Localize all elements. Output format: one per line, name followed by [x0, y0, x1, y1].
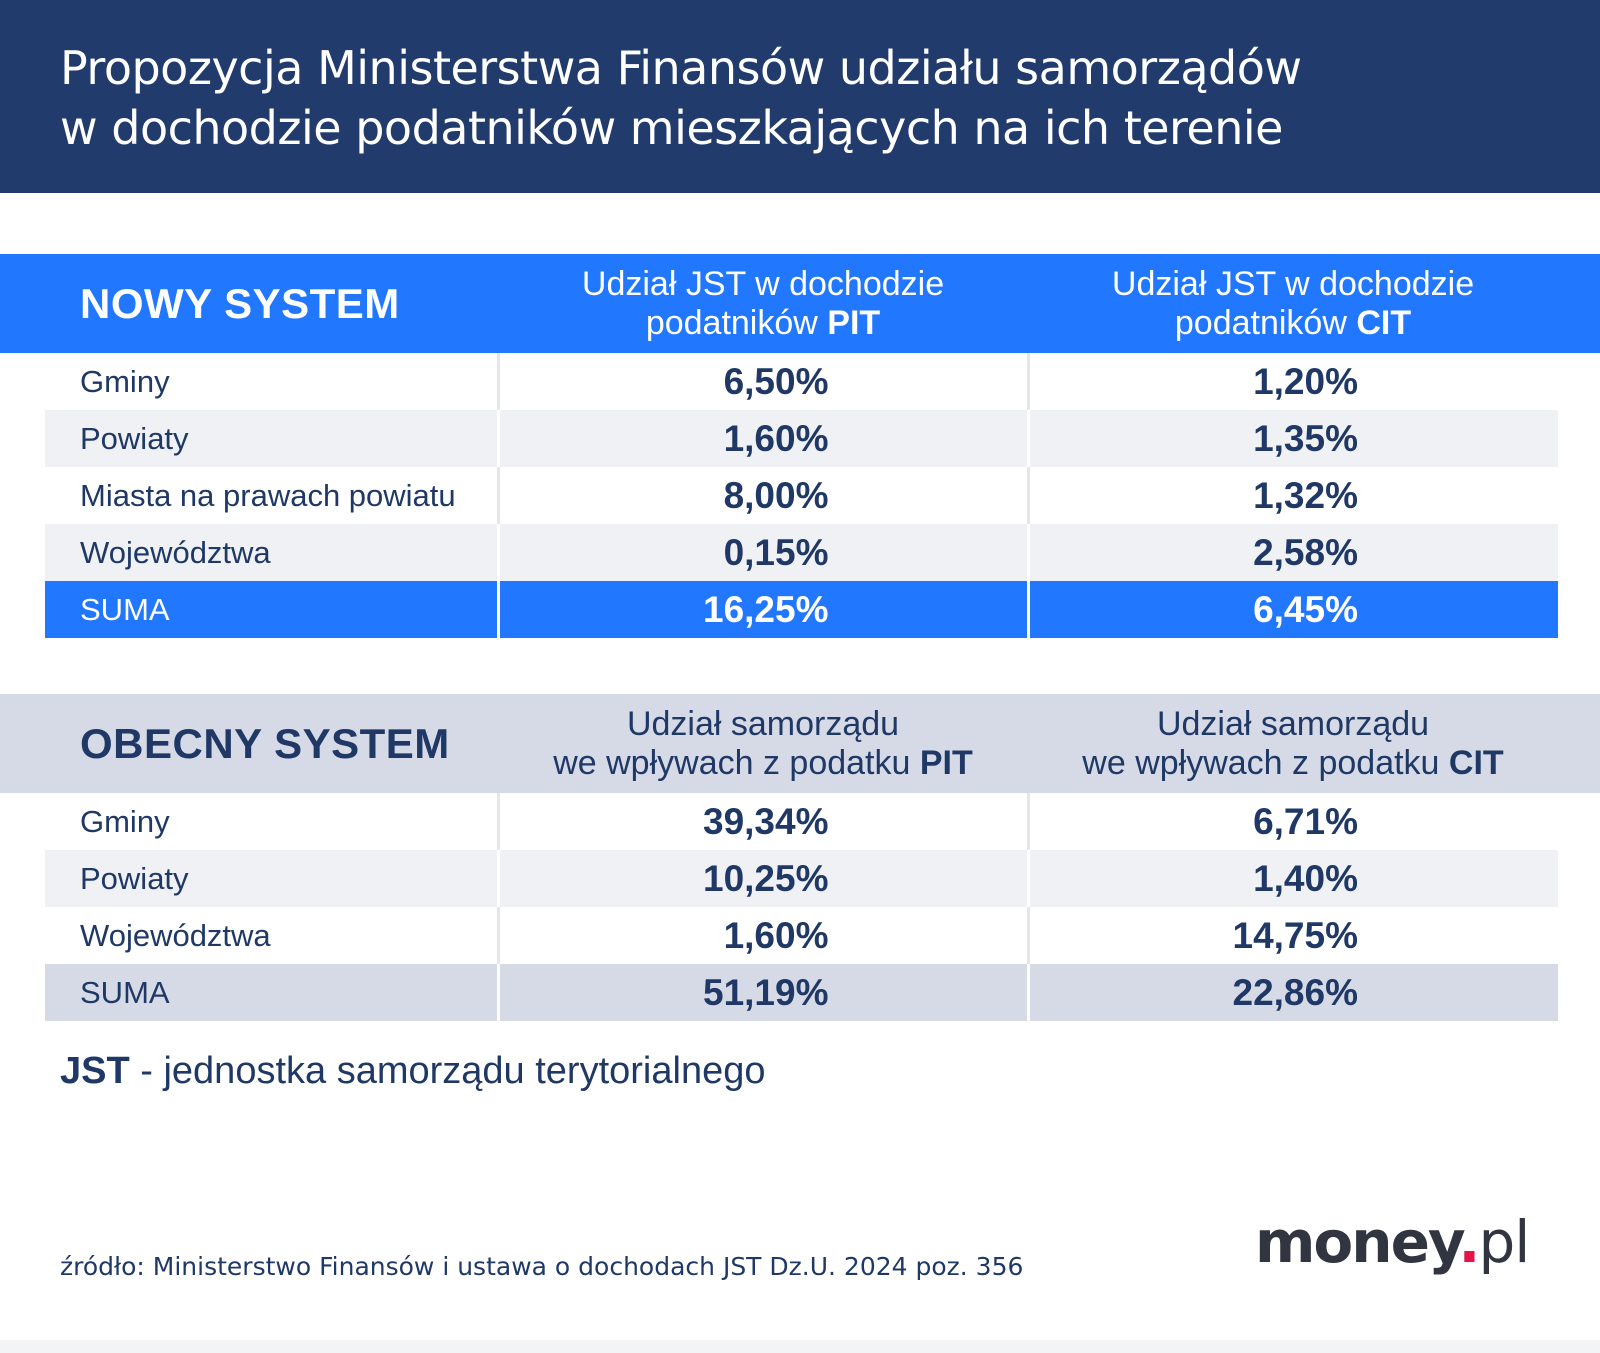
cit-value: 1,32% — [1026, 467, 1558, 524]
new-system-pit-header: Udział JST w dochodzie podatników PIT — [498, 254, 1028, 353]
pit-value: 6,50% — [496, 353, 1028, 410]
page-title: Propozycja Ministerstwa Finansów udziału… — [60, 38, 1560, 158]
current-system-label: OBECNY SYSTEM — [45, 694, 498, 793]
table-row: Powiaty 10,25% 1,40% — [0, 850, 1600, 907]
table-row: Województwa 1,60% 14,75% — [0, 907, 1600, 964]
new-system-label: NOWY SYSTEM — [45, 254, 498, 353]
jst-footnote: JST - jednostka samorządu terytorialnego — [60, 1050, 765, 1093]
cit-value: 2,58% — [1026, 524, 1558, 581]
current-system-header-row: OBECNY SYSTEM Udział samorządu we wpływa… — [0, 694, 1600, 793]
cit-value: 1,20% — [1026, 353, 1558, 410]
pit-value: 10,25% — [496, 850, 1028, 907]
current-system-table: OBECNY SYSTEM Udział samorządu we wpływa… — [0, 694, 1600, 1021]
table-row: Województwa 0,15% 2,58% — [0, 524, 1600, 581]
cit-value: 1,35% — [1026, 410, 1558, 467]
jst-definition: - jednostka samorządu terytorialnego — [129, 1050, 766, 1092]
row-name: Gminy — [80, 363, 170, 399]
row-name: Województwa — [80, 917, 271, 953]
row-name: Województwa — [45, 524, 498, 581]
row-name: Powiaty — [45, 410, 498, 467]
table-row: Miasta na prawach powiatu 8,00% 1,32% — [0, 467, 1600, 524]
row-name: SUMA — [45, 964, 498, 1021]
pit-value: 39,34% — [496, 793, 1028, 850]
pit-value: 51,19% — [496, 964, 1028, 1021]
cit-value: 22,86% — [1026, 964, 1558, 1021]
table-row: Powiaty 1,60% 1,35% — [0, 410, 1600, 467]
pit-value: 0,15% — [496, 524, 1028, 581]
row-name: Miasta na prawach powiatu — [80, 477, 456, 513]
table-row: Gminy 39,34% 6,71% — [0, 793, 1600, 850]
pit-value: 1,60% — [496, 907, 1028, 964]
cit-value: 1,40% — [1026, 850, 1558, 907]
current-system-cit-header: Udział samorządu we wpływach z podatku C… — [1028, 694, 1558, 793]
new-system-table: NOWY SYSTEM Udział JST w dochodzie podat… — [0, 254, 1600, 638]
row-name: Powiaty — [45, 850, 498, 907]
current-system-pit-header: Udział samorządu we wpływach z podatku P… — [498, 694, 1028, 793]
money-pl-logo: money.pl — [1255, 1208, 1530, 1276]
sum-row: SUMA 16,25% 6,45% — [0, 581, 1600, 638]
jst-abbreviation: JST — [60, 1050, 130, 1092]
source-note: źródło: Ministerstwo Finansów i ustawa o… — [60, 1252, 1024, 1281]
cit-value: 6,45% — [1026, 581, 1558, 638]
pit-value: 16,25% — [496, 581, 1028, 638]
cit-value: 6,71% — [1026, 793, 1558, 850]
table-row: Gminy 6,50% 1,20% — [0, 353, 1600, 410]
cit-value: 14,75% — [1026, 907, 1558, 964]
sum-row: SUMA 51,19% 22,86% — [0, 964, 1600, 1021]
pit-value: 8,00% — [496, 467, 1028, 524]
title-line-2: w dochodzie podatników mieszkających na … — [60, 101, 1283, 155]
title-line-1: Propozycja Ministerstwa Finansów udziału… — [60, 41, 1302, 95]
pit-value: 1,60% — [496, 410, 1028, 467]
row-name: SUMA — [45, 581, 498, 638]
bottom-strip — [0, 1340, 1600, 1353]
title-banner: Propozycja Ministerstwa Finansów udziału… — [0, 0, 1600, 193]
new-system-header-row: NOWY SYSTEM Udział JST w dochodzie podat… — [0, 254, 1600, 353]
new-system-cit-header: Udział JST w dochodzie podatników CIT — [1028, 254, 1558, 353]
row-name: Gminy — [80, 803, 170, 839]
